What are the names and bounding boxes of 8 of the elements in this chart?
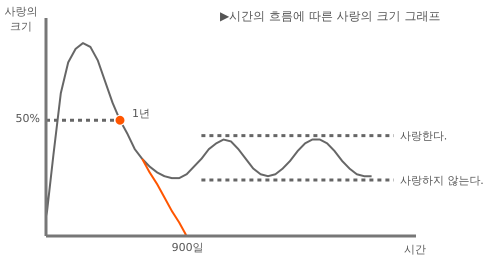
series-label: 사랑하지 않는다. (400, 174, 484, 188)
annotation: 1년 (132, 106, 150, 122)
series-label: 사랑한다. (400, 130, 448, 143)
text: 900일 (172, 240, 204, 255)
y-axis-title: 사랑의 크기 (4, 4, 38, 34)
text: 50% (16, 112, 40, 126)
chart-title: ▶시간의 흐름에 따른 사랑의 크기 그래프 (220, 8, 440, 25)
x-axis-title: 시간 (404, 242, 426, 257)
